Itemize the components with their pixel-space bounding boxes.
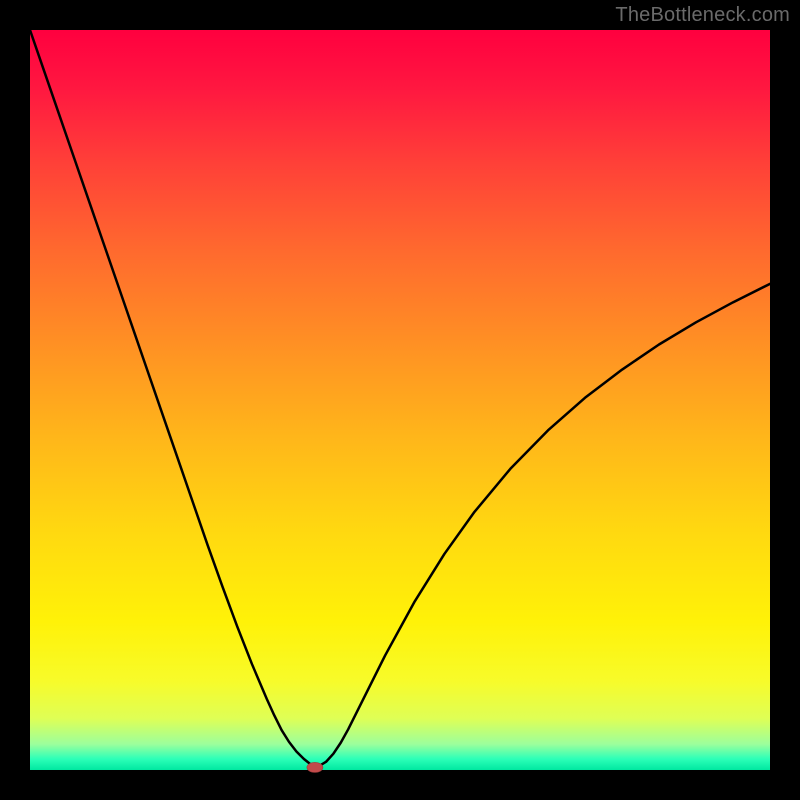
watermark-label: TheBottleneck.com (615, 4, 790, 27)
plot-background (30, 30, 770, 770)
chart-container: TheBottleneck.com (0, 0, 800, 800)
optimum-marker (307, 762, 323, 772)
bottleneck-chart (0, 0, 800, 800)
